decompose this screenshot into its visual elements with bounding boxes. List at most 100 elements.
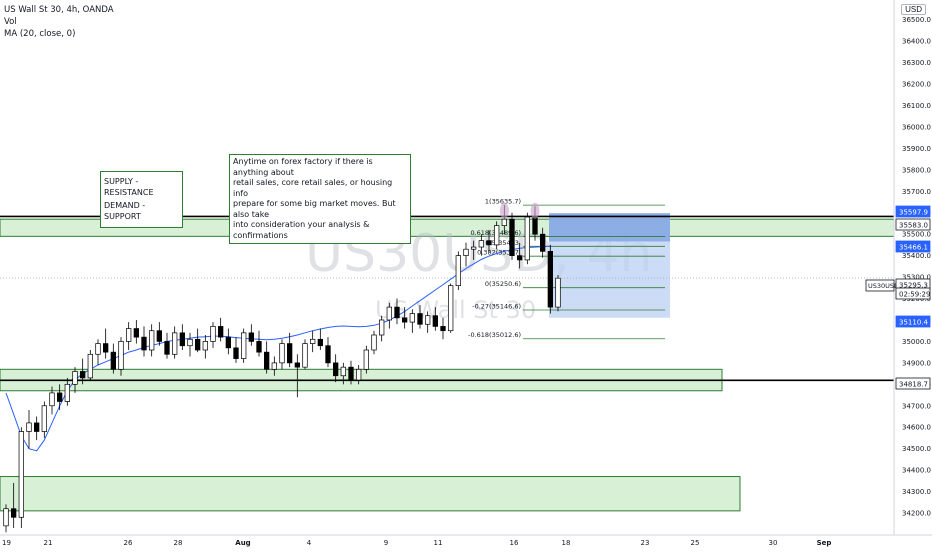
x-tick-label: 26 [124,539,133,547]
candle-body [463,248,469,256]
candle-body [402,317,408,323]
candle-body [540,233,546,252]
candle-body [279,343,285,364]
candle-body [110,351,116,370]
y-tick-label: 35900.0 [902,145,931,153]
candle [517,242,523,269]
candle-body [287,343,293,364]
candle [463,242,469,267]
candle-body [179,332,185,347]
candle-body [72,371,78,385]
candle-body [57,392,63,402]
candle-body [379,319,385,336]
indicator-vol[interactable]: Vol [4,17,17,27]
candle [202,334,208,359]
note-line: prepare for some big market moves. But a… [233,199,396,219]
y-tick-label: 36300.0 [902,59,931,67]
y-tick-label: 35800.0 [902,166,931,174]
candle-body [471,246,477,250]
candle [187,332,193,357]
candle [440,317,446,340]
candle-body [394,306,400,319]
price-axis[interactable]: 34200.0 34300.0 34400.0 34500.0 34600.0 34700… [865,0,932,535]
y-tick-label: 35400.0 [902,252,931,260]
time-axis[interactable]: 19 21 26 28 Aug 4 9 11 16 18 23 25 30 Sep [0,534,932,550]
candle [87,350,93,381]
candle [287,332,293,368]
price-badge-label: 35466.1 [899,244,928,252]
y-tick-label: 35700.0 [902,188,931,196]
supply-demand-note[interactable]: SUPPLY - RESISTANCE DEMAND - SUPPORT [100,171,183,228]
candle [64,377,70,406]
candle-body [80,371,86,379]
y-tick-label: 36000.0 [902,123,931,131]
candle-body [425,315,431,325]
candle [233,337,239,363]
candle-body [164,341,170,355]
candle [325,337,331,368]
x-tick-label: 9 [384,539,388,547]
x-tick-label: Sep [817,539,832,547]
watermark-description: US Wall St 30 [375,296,536,324]
chart-title: US Wall St 30, 4h, OANDA [4,5,114,15]
candle [394,298,400,325]
candle [72,367,78,393]
candle [524,212,530,265]
candle [363,345,369,374]
indicator-ma[interactable]: MA (20, close, 0) [4,29,76,39]
candle [225,328,231,355]
price-badge-label: 35110.4 [899,319,928,327]
note-line: retail sales, core retail sales, or hous… [233,178,393,198]
candle-body [517,255,523,261]
candle [279,339,285,370]
candle-body [524,216,530,261]
candle-body [371,334,377,351]
candle-body [555,277,561,308]
candle [471,240,477,260]
price-badge-symbol [865,279,895,292]
candle [141,326,147,357]
y-tick-label: 34700.0 [902,402,931,410]
y-tick-label: 34400.0 [902,467,931,475]
candle [34,416,40,441]
candle [540,227,546,258]
candle [425,311,431,333]
candle-body [302,343,308,368]
candle-body [325,345,331,364]
candle [149,324,155,357]
candle [3,504,9,533]
candle-body [210,326,216,342]
candle [179,324,185,351]
candle-body [18,431,24,518]
x-tick-label: 16 [510,539,519,547]
price-badge [895,205,931,218]
y-tick-label: 36400.0 [902,38,931,46]
candle [302,339,308,370]
candle-body [233,347,239,359]
candle-body [34,422,40,432]
candle [417,304,423,329]
candle [103,328,109,359]
note-supply-label: SUPPLY - RESISTANCE [104,177,154,197]
y-tick-label: 36200.0 [902,81,931,89]
candle [156,322,162,346]
price-badge-label: 35295.3 [899,282,928,290]
swing-high-marker [530,202,540,219]
candle-body [41,405,47,432]
candle [317,328,323,351]
candle-body [333,362,339,377]
fib-level-label: -0.27(35146.6) [472,302,521,310]
candle-body [64,383,70,402]
candle [478,234,484,256]
candle-body [486,240,492,246]
y-tick-label: 35000.0 [902,338,931,346]
forex-factory-note[interactable]: Anytime on forex factory if there is any… [229,154,411,244]
candle-body [133,328,139,338]
currency-badge[interactable]: USD [901,4,926,15]
candle [172,326,178,359]
candle [555,274,561,312]
candle [386,302,392,329]
candle [486,229,492,252]
